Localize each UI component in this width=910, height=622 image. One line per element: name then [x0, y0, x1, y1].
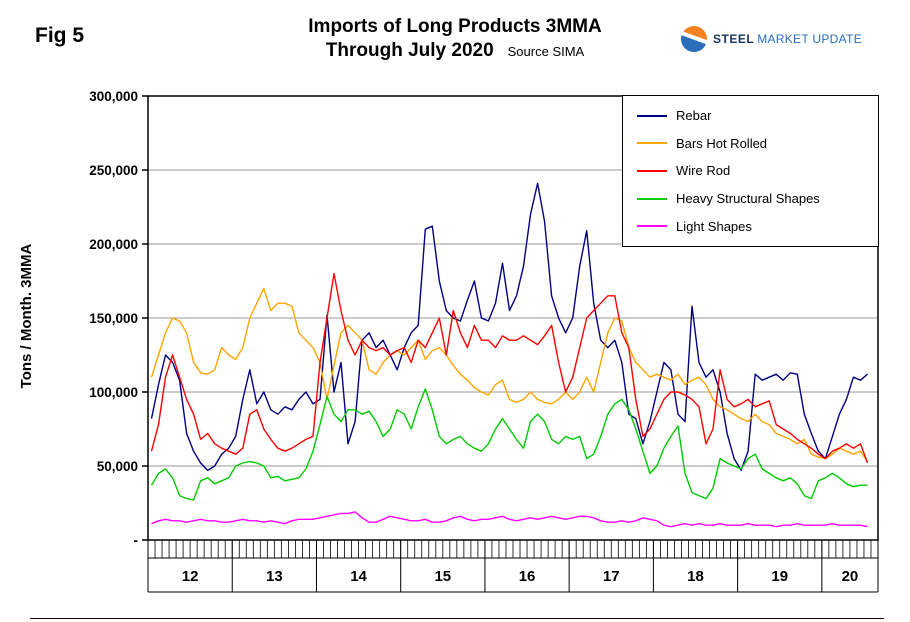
legend-label-heavy-structural-shapes: Heavy Structural Shapes — [676, 191, 820, 207]
y-tick-label: 100,000 — [89, 385, 138, 400]
series-line-rebar — [150, 182, 868, 472]
legend-item-light-shapes: Light Shapes — [637, 213, 878, 239]
y-tick-label: 200,000 — [89, 237, 138, 252]
y-tick-label: - — [134, 533, 139, 548]
smu-logo-text: STEEL MARKET UPDATE — [713, 30, 862, 48]
legend-swatch-heavy-structural-shapes — [637, 197, 667, 200]
legend-label-light-shapes: Light Shapes — [676, 218, 752, 234]
legend-label-wire-rod: Wire Rod — [676, 163, 731, 179]
legend-swatch-bars-hot-rolled — [637, 142, 667, 145]
series-line-bars-hot-rolled — [150, 287, 869, 462]
smu-logo: STEEL MARKET UPDATE — [681, 26, 862, 52]
x-year-label: 20 — [842, 568, 859, 585]
legend-label-rebar: Rebar — [676, 108, 712, 124]
legend-swatch-wire-rod — [637, 169, 667, 172]
legend-item-wire-rod: Wire Rod — [637, 158, 878, 184]
x-year-label: 18 — [687, 568, 704, 585]
chart-title-line2: Through July 2020 Source SIMA — [120, 40, 790, 62]
x-year-label: 16 — [519, 568, 536, 585]
y-tick-label: 250,000 — [89, 163, 138, 178]
smu-logo-icon — [681, 26, 708, 52]
legend-swatch-rebar — [637, 114, 667, 117]
x-year-label: 15 — [434, 568, 451, 585]
y-tick-label: 150,000 — [89, 311, 138, 326]
bottom-rule — [30, 618, 884, 619]
x-year-label: 14 — [350, 568, 367, 585]
chart-area: 300,000 250,000 200,000 150,000 100,000 50,00… — [0, 88, 910, 622]
smu-logo-steel: STEEL — [713, 32, 755, 46]
figure-label: Fig 5 — [35, 24, 85, 47]
x-year-label: 17 — [603, 568, 620, 585]
y-tick-label: 50,000 — [97, 459, 138, 474]
chart-title-block: Imports of Long Products 3MMA Through Ju… — [120, 16, 790, 62]
legend-item-bars-hot-rolled: Bars Hot Rolled — [637, 130, 878, 156]
chart-source: Source SIMA — [507, 44, 585, 59]
x-year-label: 12 — [182, 568, 199, 585]
legend: Rebar Bars Hot Rolled Wire Rod Heavy Struct… — [622, 95, 879, 247]
series-line-wire-rod — [150, 272, 869, 464]
chart-title-line1: Imports of Long Products 3MMA — [308, 16, 602, 37]
series-line-heavy-structural-shapes — [150, 388, 868, 501]
y-tick-label: 300,000 — [89, 89, 138, 104]
x-year-label: 13 — [266, 568, 283, 585]
legend-item-heavy-structural-shapes: Heavy Structural Shapes — [637, 186, 878, 212]
legend-label-bars-hot-rolled: Bars Hot Rolled — [676, 135, 768, 151]
series-line-light-shapes — [151, 511, 868, 528]
smu-logo-rest: MARKET UPDATE — [757, 32, 862, 46]
legend-swatch-light-shapes — [637, 225, 667, 228]
legend-item-rebar: Rebar — [637, 103, 878, 129]
x-year-label: 19 — [771, 568, 788, 585]
chart-subtitle: Through July 2020 — [325, 40, 494, 61]
chart-svg: 300,000 250,000 200,000 150,000 100,000 50,00… — [89, 89, 879, 593]
